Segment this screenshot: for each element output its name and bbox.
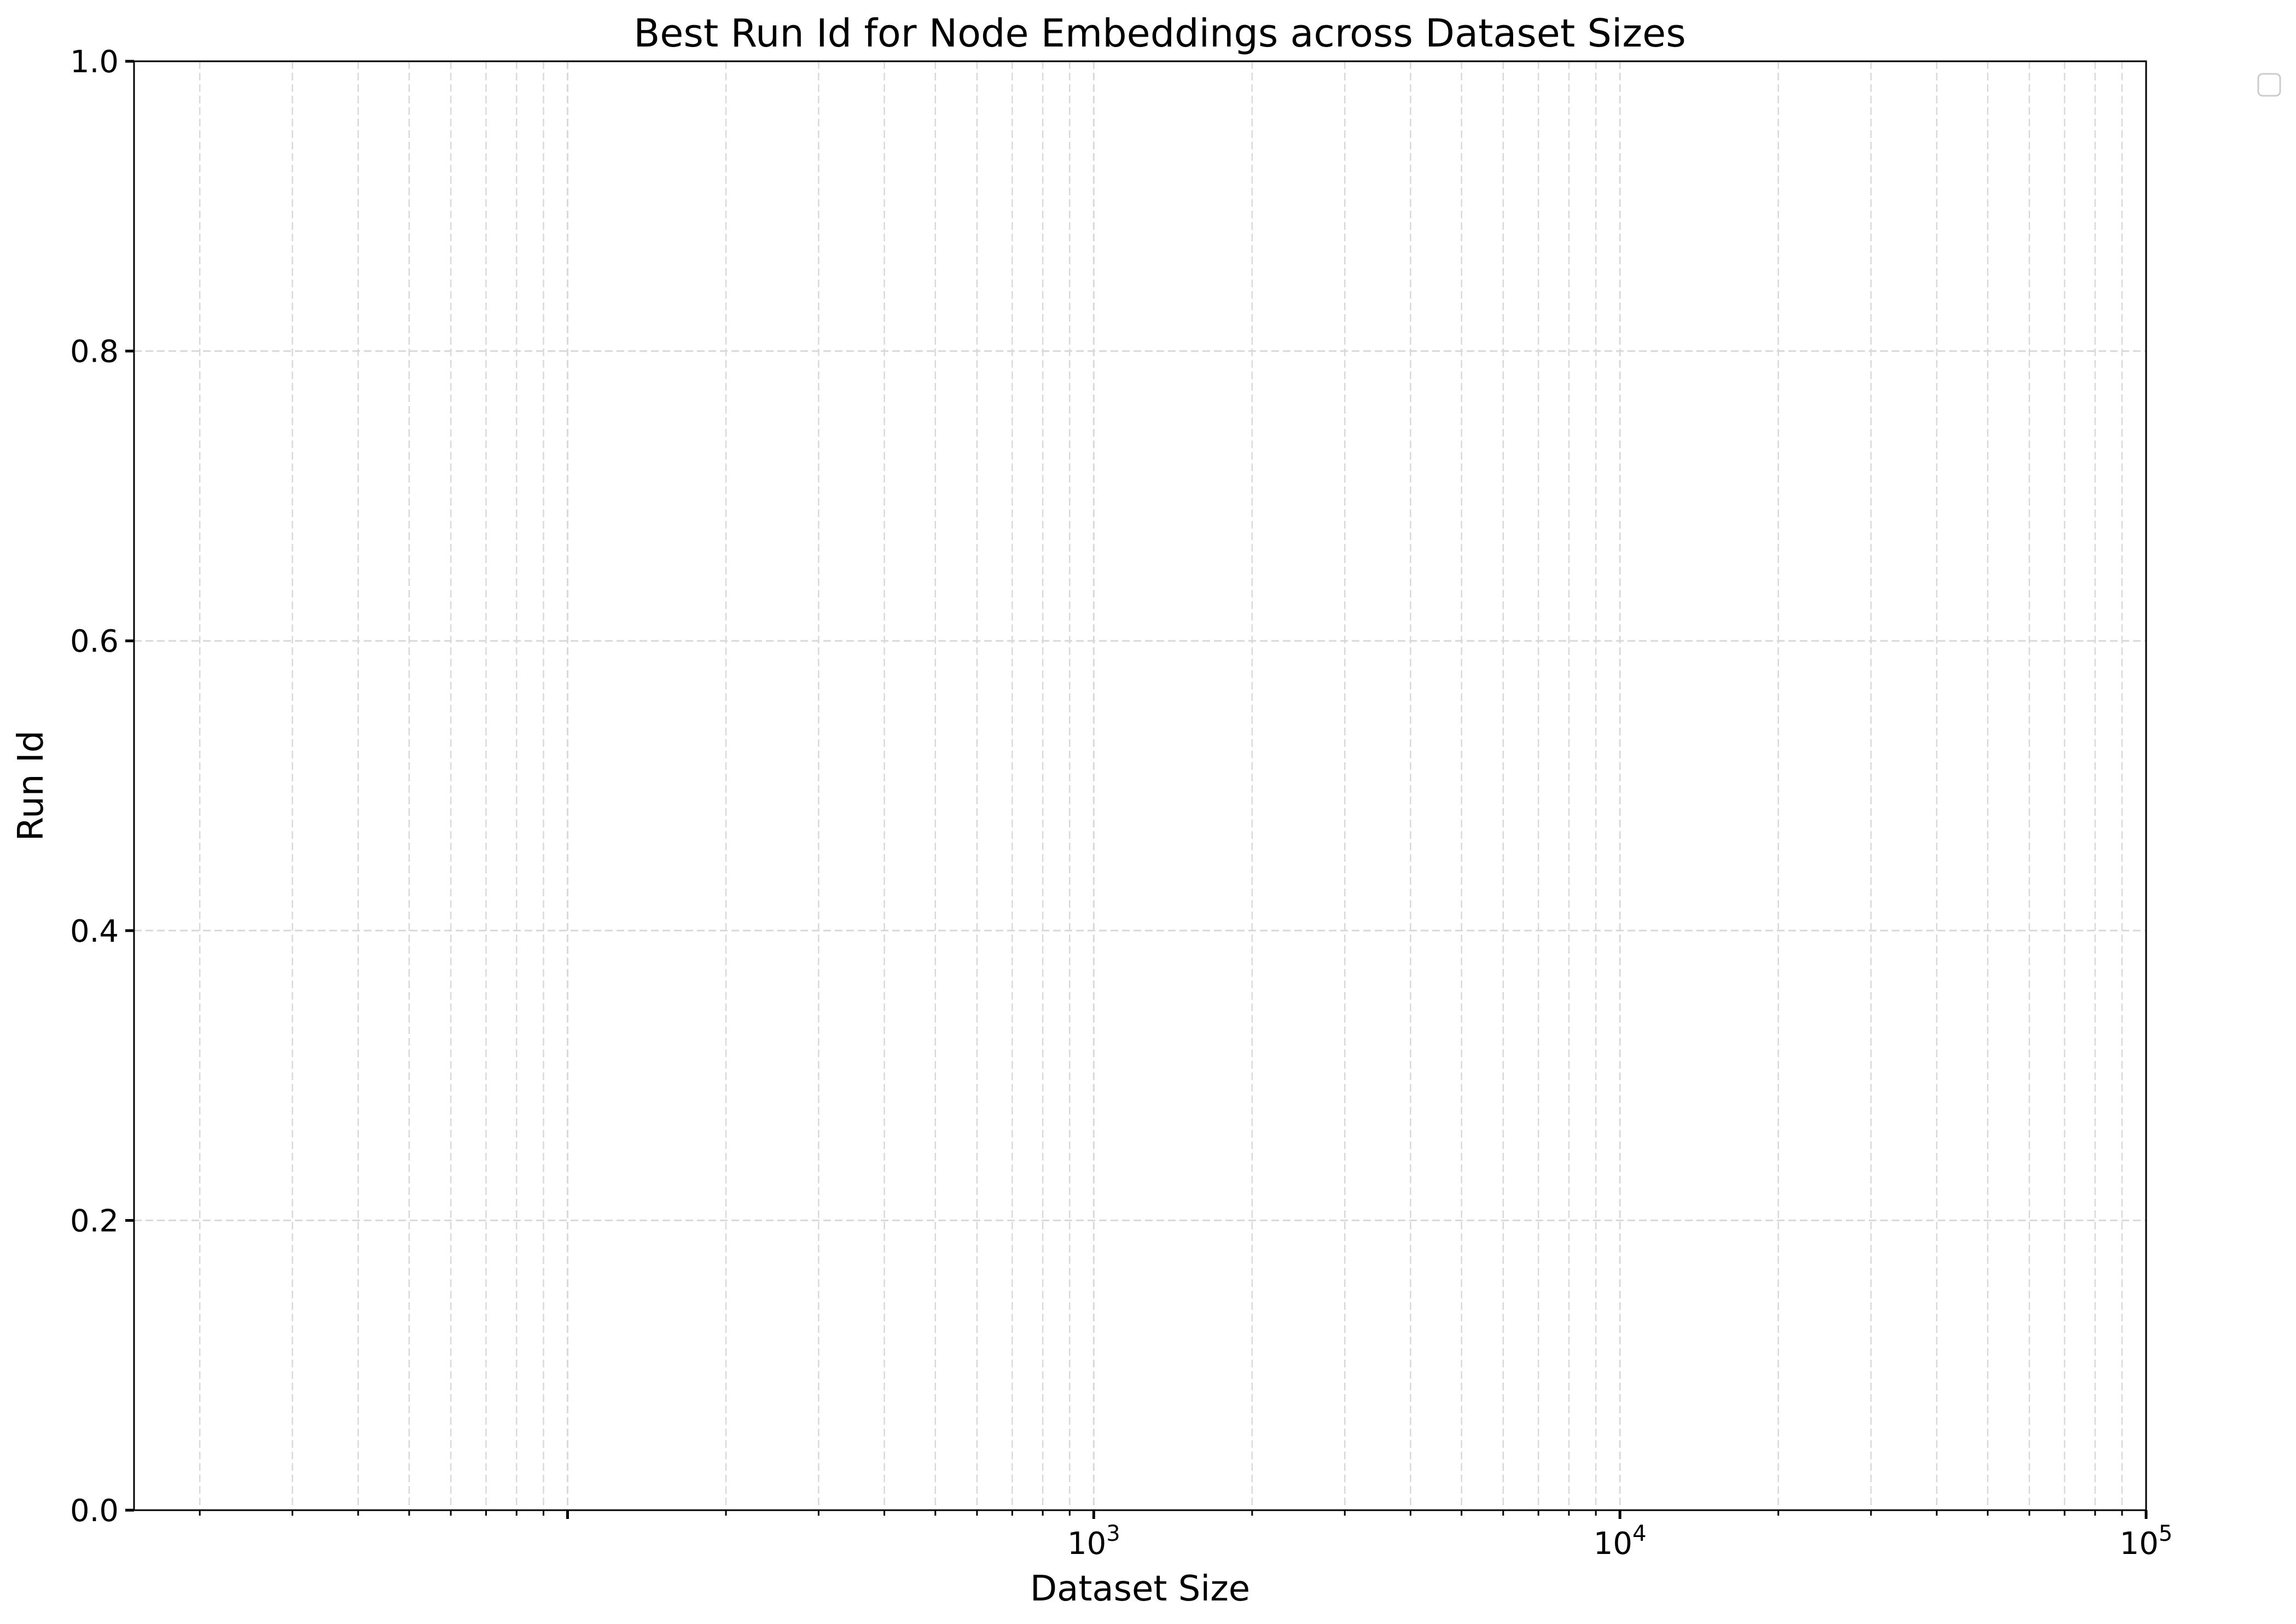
y-tick-label: 0.2 bbox=[70, 1203, 119, 1239]
grid bbox=[134, 61, 2146, 1510]
y-tick-label: 0.8 bbox=[70, 334, 119, 370]
x-tick-label: 103 bbox=[1067, 1521, 1120, 1562]
y-axis-label: Run Id bbox=[11, 730, 51, 842]
x-axis-label: Dataset Size bbox=[1030, 1569, 1250, 1609]
chart-title: Best Run Id for Node Embeddings across D… bbox=[633, 11, 1685, 56]
plot-frame bbox=[133, 60, 2147, 1511]
y-tick-label: 0.0 bbox=[70, 1493, 119, 1529]
legend-box bbox=[2257, 73, 2281, 97]
legend bbox=[2257, 73, 2281, 97]
y-axis: 0.0 0.2 0.4 0.6 0.8 1.0 bbox=[70, 44, 134, 1529]
x-tick-label: 105 bbox=[2120, 1521, 2173, 1562]
y-tick-label: 0.4 bbox=[70, 914, 119, 949]
x-axis: 103 104 105 bbox=[199, 1510, 2173, 1562]
y-tick-label: 1.0 bbox=[70, 44, 119, 80]
y-tick-label: 0.6 bbox=[70, 624, 119, 659]
x-tick-label: 104 bbox=[1594, 1521, 1647, 1562]
